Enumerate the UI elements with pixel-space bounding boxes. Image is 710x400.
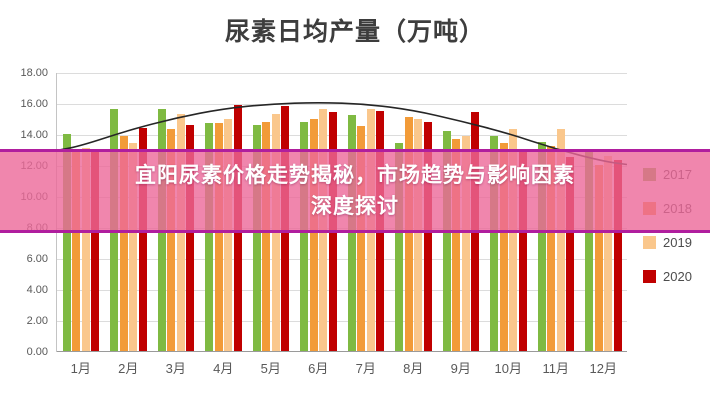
- bar-2020: [518, 149, 527, 351]
- bar-2018: [547, 146, 555, 351]
- gridline: [57, 290, 627, 291]
- bar-2017: [442, 130, 451, 351]
- bar-2018: [309, 118, 318, 351]
- bar-2017: [300, 121, 308, 351]
- legend-swatch: [643, 270, 656, 283]
- x-tick-label: 4月: [213, 361, 234, 376]
- bar-2018: [214, 123, 223, 351]
- y-tick-label: 18.00: [20, 67, 48, 79]
- bar-2019: [509, 129, 517, 351]
- gridline: [57, 104, 627, 105]
- bar-2019: [129, 143, 137, 351]
- x-tick-label: 9月: [450, 361, 471, 376]
- bar-2017: [252, 124, 261, 351]
- gridline: [57, 321, 627, 322]
- bar-2017: [395, 143, 403, 351]
- bar-2018: [499, 143, 508, 351]
- bar-2017: [537, 141, 546, 351]
- x-tick-label: 8月: [403, 361, 424, 376]
- x-tick-label: 12月: [589, 361, 617, 376]
- bar-2019: [224, 118, 232, 351]
- bar-2017: [205, 123, 213, 351]
- y-tick-label: 6.00: [26, 253, 48, 265]
- bar-2020: [91, 149, 99, 351]
- bar-2018: [72, 151, 80, 351]
- gridline: [57, 135, 627, 136]
- bar-2020: [566, 157, 574, 351]
- bar-2018: [119, 135, 128, 351]
- bar-2018: [452, 138, 460, 351]
- y-tick-label: 14.00: [20, 129, 48, 141]
- y-tick-label: 2.00: [26, 315, 48, 327]
- banner-text-line-2: 深度探讨: [311, 195, 399, 218]
- bar-2018: [167, 129, 175, 351]
- legend-swatch: [643, 236, 656, 249]
- bar-2020: [138, 127, 147, 351]
- x-tick-label: 2月: [118, 361, 139, 376]
- bar-2018: [594, 165, 603, 351]
- y-tick-label: 0.00: [26, 346, 48, 358]
- bar-2018: [357, 126, 365, 351]
- x-tick-label: 1月: [70, 361, 91, 376]
- y-tick-label: 16.00: [20, 98, 48, 110]
- bar-2020: [423, 121, 432, 351]
- x-tick-label: 5月: [260, 361, 281, 376]
- y-tick-label: 4.00: [26, 284, 48, 296]
- legend-item-2019: 2019: [643, 235, 692, 250]
- x-tick-label: 3月: [165, 361, 186, 376]
- bar-2019: [461, 135, 470, 351]
- banner-text-line-1: 宜阳尿素价格走势揭秘，市场趋势与影响因素: [135, 164, 575, 187]
- bar-2017: [490, 135, 498, 351]
- x-tick-label: 11月: [542, 361, 570, 376]
- gridline: [57, 73, 627, 74]
- bar-2020: [186, 124, 194, 351]
- legend-label: 2019: [663, 235, 692, 250]
- legend-label: 2020: [663, 269, 692, 284]
- bar-2019: [81, 147, 90, 351]
- x-tick-label: 7月: [355, 361, 376, 376]
- x-tick-label: 10月: [494, 361, 522, 376]
- legend-item-2020: 2020: [643, 269, 692, 284]
- bar-2019: [414, 118, 422, 351]
- x-tick-label: 6月: [308, 361, 329, 376]
- gridline: [57, 259, 627, 260]
- x-axis-line: [57, 351, 627, 352]
- chart-title: 尿素日均产量（万吨）: [224, 18, 485, 46]
- bar-2017: [62, 134, 71, 351]
- bar-2017: [347, 115, 356, 351]
- bar-2018: [262, 121, 270, 351]
- bar-2019: [556, 129, 565, 351]
- trend-line: [57, 102, 627, 166]
- bar-2017: [585, 151, 593, 351]
- overlay-banner: 宜阳尿素价格走势揭秘，市场趋势与影响因素 深度探讨: [0, 149, 710, 233]
- bar-2019: [604, 155, 612, 351]
- bar-2018: [404, 116, 413, 351]
- bar-2020: [613, 160, 622, 351]
